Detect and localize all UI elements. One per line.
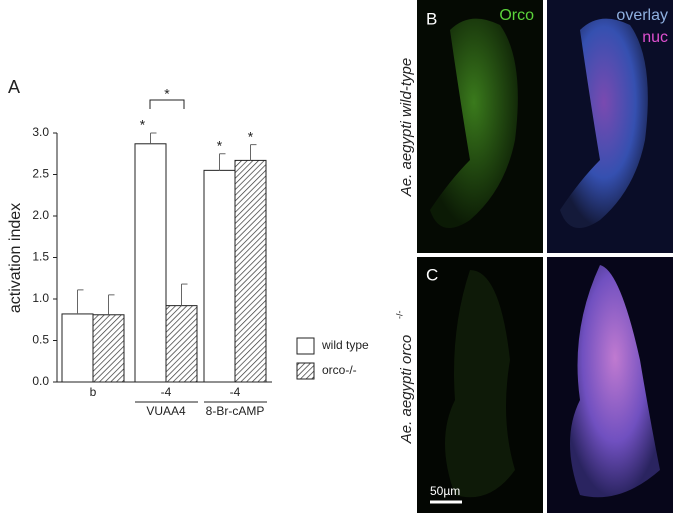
bar xyxy=(203,169,236,383)
channel-label: nuc xyxy=(642,29,668,46)
bar-chart: 0.0 0.5 1.0 1.5 2.0 2.5 3.0 b -4 -4 VUAA4 8-Br-cAMP… xyxy=(32,86,369,418)
row-label: Ae. aegypti wild-type xyxy=(398,58,415,197)
bar xyxy=(61,313,94,383)
row-label: Ae. aegypti orco -/- xyxy=(394,311,415,445)
significance-marker: * xyxy=(164,86,170,102)
y-tick-label: 0.5 xyxy=(32,333,49,347)
row-label-text: Ae. aegypti orco xyxy=(398,335,415,444)
scale-bar-label: 50µm xyxy=(430,484,460,498)
legend-label: wild type xyxy=(321,338,369,352)
group-label: VUAA4 xyxy=(146,404,186,418)
significance-marker: * xyxy=(248,128,254,144)
y-tick-label: 1.0 xyxy=(32,291,49,305)
tissue xyxy=(560,18,648,229)
significance-marker: * xyxy=(127,178,133,194)
significance-marker: * xyxy=(140,117,146,133)
bar xyxy=(92,314,125,383)
micrographs xyxy=(417,0,673,513)
panel-label: C xyxy=(426,265,438,284)
y-tick-label: 0.0 xyxy=(32,374,49,388)
x-tick-label: -4 xyxy=(161,385,172,399)
channel-label: Orco xyxy=(499,7,534,24)
y-axis-label: activation index xyxy=(7,203,24,313)
bar xyxy=(234,159,267,383)
y-tick-label: 2.5 xyxy=(32,167,49,181)
legend-swatch xyxy=(296,362,315,380)
tissue xyxy=(430,18,518,229)
x-tick-label: b xyxy=(90,385,97,399)
legend-label: orco-/- xyxy=(322,363,357,377)
legend-swatch xyxy=(296,337,315,355)
significance-marker: * xyxy=(217,137,223,153)
tissue xyxy=(445,270,515,498)
panel-label: A xyxy=(8,77,20,97)
significance-bracket xyxy=(149,99,185,109)
y-tick-label: 1.5 xyxy=(32,250,49,264)
tissue xyxy=(570,265,660,498)
panel-label: B xyxy=(426,9,437,28)
group-label: 8-Br-cAMP xyxy=(206,404,265,418)
x-tick-label: -4 xyxy=(230,385,241,399)
row-label-superscript: -/- xyxy=(394,311,404,320)
bar xyxy=(165,305,198,383)
bar xyxy=(134,143,167,383)
y-tick-label: 3.0 xyxy=(32,125,49,139)
y-tick-label: 2.0 xyxy=(32,208,49,222)
channel-label: overlay xyxy=(616,7,668,24)
